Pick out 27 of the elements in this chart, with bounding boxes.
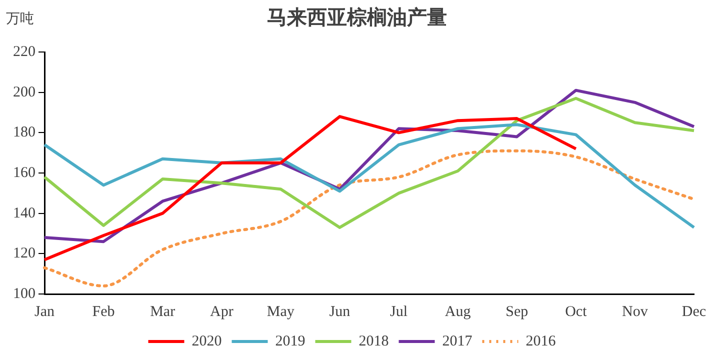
- x-tick-label: May: [266, 304, 295, 320]
- x-tick-label: Nov: [622, 304, 648, 320]
- legend-label: 2019: [275, 333, 306, 350]
- x-tick-label: Dec: [682, 304, 706, 320]
- y-axis-title: 万吨: [6, 10, 34, 28]
- x-tick-label: Oct: [565, 304, 588, 320]
- x-tick-label: Apr: [210, 304, 234, 320]
- y-tick-label: 180: [13, 124, 36, 141]
- x-tick-label: Sep: [506, 304, 528, 320]
- x-tick-label: Jul: [390, 304, 408, 320]
- x-tick-label: Aug: [444, 304, 472, 320]
- x-tick-label: Jan: [34, 304, 55, 320]
- legend-label: 2020: [192, 333, 222, 350]
- legend-label: 2017: [442, 333, 473, 350]
- y-tick-label: 200: [13, 84, 36, 100]
- legend-label: 2016: [526, 333, 556, 350]
- x-tick-label: Feb: [92, 304, 115, 320]
- y-tick-label: 160: [13, 164, 36, 181]
- y-tick-label: 220: [13, 44, 36, 60]
- line-series: [43, 149, 696, 288]
- legend-label: 2018: [358, 333, 389, 350]
- y-tick-label: 100: [13, 286, 36, 302]
- x-tick-label: Mar: [150, 304, 176, 320]
- x-tick-label: Jun: [329, 304, 351, 320]
- y-tick-label: 140: [13, 205, 36, 222]
- y-tick-label: 120: [13, 246, 36, 262]
- chart-title: 马来西亚棕榈油产量: [267, 7, 447, 29]
